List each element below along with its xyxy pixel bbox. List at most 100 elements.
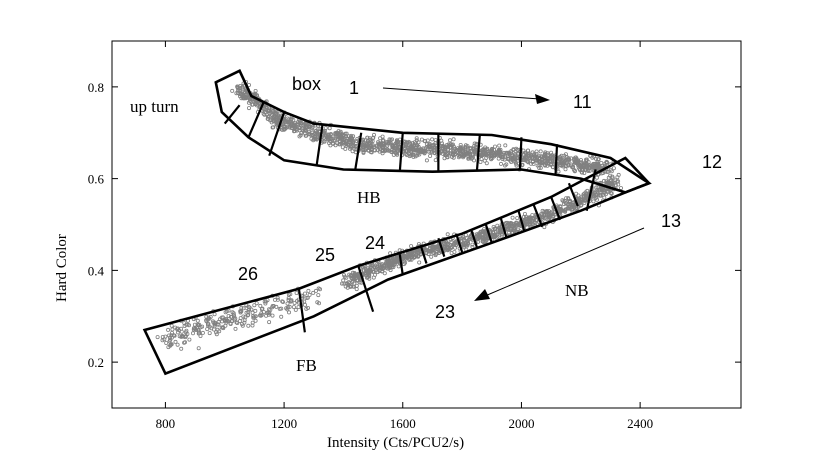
data-point (327, 141, 332, 146)
data-point (374, 143, 379, 148)
data-point (274, 304, 279, 309)
data-point (231, 312, 236, 317)
data-point (428, 153, 433, 158)
data-point (183, 335, 188, 340)
x-tick-label: 800 (156, 416, 176, 431)
data-point (548, 153, 553, 158)
data-point (235, 320, 240, 325)
x-tick-label: 2400 (627, 416, 653, 431)
data-point (543, 157, 548, 162)
data-point (351, 276, 356, 281)
data-point (448, 142, 453, 147)
data-point (173, 325, 178, 330)
data-point (351, 143, 356, 148)
data-point (294, 290, 299, 295)
data-point (349, 133, 354, 138)
data-point (611, 166, 616, 171)
data-point (505, 226, 510, 231)
data-point (561, 202, 566, 207)
data-point (452, 240, 457, 245)
data-point (233, 326, 238, 331)
data-point (361, 143, 366, 148)
data-point (466, 241, 471, 246)
data-point (211, 320, 216, 325)
data-point (479, 148, 484, 153)
data-point (368, 149, 373, 154)
data-point (308, 124, 313, 129)
data-point (574, 161, 579, 166)
data-point (195, 318, 200, 323)
data-point (409, 257, 414, 262)
data-point (395, 259, 400, 264)
label-box: box (292, 74, 321, 94)
data-point (442, 243, 447, 248)
label-nb: NB (565, 281, 589, 300)
data-point (542, 225, 547, 230)
data-point (497, 225, 502, 230)
data-point (169, 323, 174, 328)
data-point (446, 142, 451, 147)
data-point (598, 188, 603, 193)
data-point (480, 239, 485, 244)
label-box-24: 24 (365, 233, 385, 253)
data-point (593, 190, 598, 195)
data-point (185, 331, 190, 336)
data-point (229, 314, 234, 319)
data-point (431, 142, 436, 147)
data-point (168, 337, 173, 342)
data-point (540, 159, 545, 164)
data-point (608, 167, 613, 172)
data-point (285, 301, 290, 306)
data-point (265, 310, 270, 315)
nb-box-divider (419, 244, 428, 264)
data-point (515, 147, 520, 152)
data-point (539, 155, 544, 160)
y-tick-label: 0.8 (88, 80, 104, 95)
data-point (251, 314, 256, 319)
data-point (474, 232, 479, 237)
data-point (460, 235, 465, 240)
data-point (561, 159, 566, 164)
data-point (512, 154, 517, 159)
data-point (239, 322, 244, 327)
data-point (480, 229, 485, 234)
nb-box-divider (398, 254, 404, 276)
data-point (262, 299, 267, 304)
data-point (371, 275, 376, 280)
data-point (560, 164, 565, 169)
data-point (190, 331, 195, 336)
data-point (503, 222, 508, 227)
data-point (361, 150, 366, 155)
data-point (404, 256, 409, 261)
data-point (252, 303, 257, 308)
data-point (155, 335, 160, 340)
data-point (306, 288, 311, 293)
data-point (396, 147, 401, 152)
hb-box-divider (247, 102, 265, 138)
data-point (343, 131, 348, 136)
data-point (341, 278, 346, 283)
data-point (377, 267, 382, 272)
data-point (439, 148, 444, 153)
nb-box-divider (585, 169, 597, 211)
nb-box-divider (550, 196, 562, 221)
data-point (295, 122, 300, 127)
data-point (419, 137, 424, 142)
data-point (266, 116, 271, 121)
data-point (610, 181, 615, 186)
data-point (559, 208, 564, 213)
data-point (243, 94, 248, 99)
data-point (465, 150, 470, 155)
data-point (305, 295, 310, 300)
data-point (445, 232, 450, 237)
data-point (596, 193, 601, 198)
data-point (434, 251, 439, 256)
data-point (444, 153, 449, 158)
data-point (514, 161, 519, 166)
data-point (271, 116, 276, 121)
data-point (292, 300, 297, 305)
x-tick-label: 2000 (508, 416, 534, 431)
data-point (606, 175, 611, 180)
data-point (267, 320, 272, 325)
data-point (533, 155, 538, 160)
